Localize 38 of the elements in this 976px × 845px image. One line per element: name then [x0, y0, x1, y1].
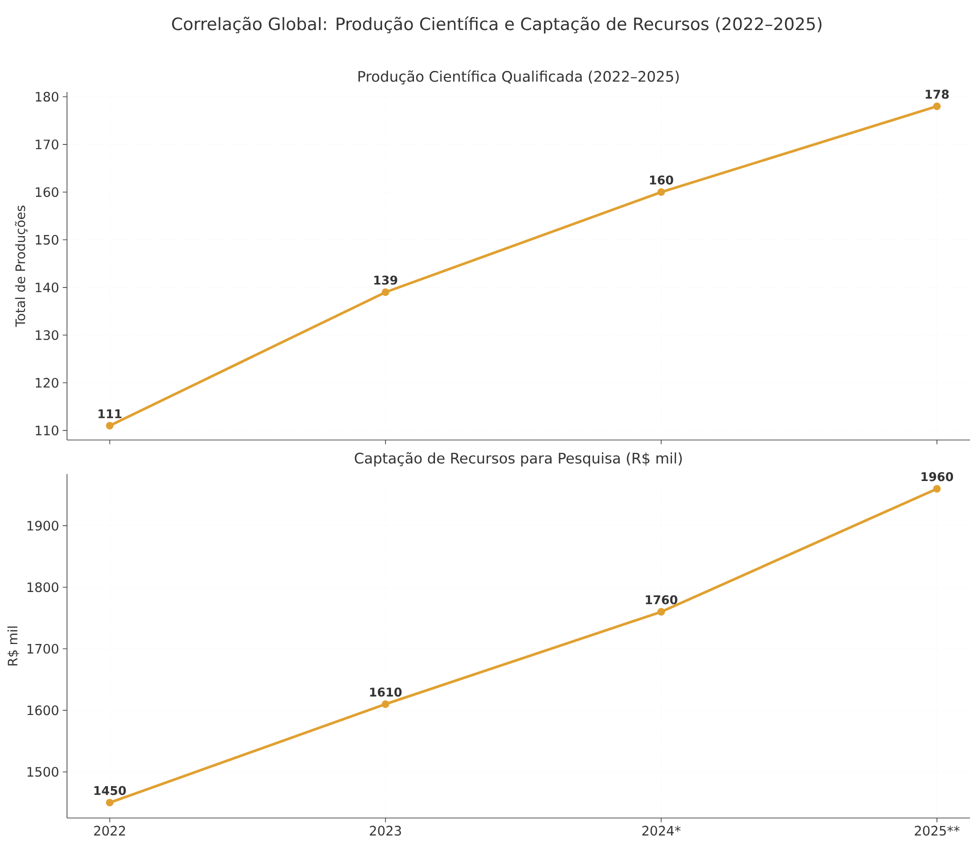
- data-label: 1450: [94, 786, 126, 796]
- data-label: 139: [374, 276, 398, 285]
- x-tick-label: 2024*: [642, 826, 681, 836]
- y-tick-label: 150: [36, 234, 58, 245]
- data-label: 178: [926, 90, 949, 99]
- data-label: 111: [98, 409, 122, 418]
- y-tick-label: 160: [36, 187, 58, 198]
- point: [933, 102, 941, 110]
- x-tick-label: 2025**: [914, 826, 960, 836]
- y-tick-label: 1600: [28, 705, 58, 716]
- point: [106, 422, 114, 430]
- y-tick-label: 180: [36, 92, 58, 102]
- y-tick-label: 170: [36, 140, 58, 150]
- point: [933, 484, 941, 493]
- y-axis-title: R$ mil: [7, 626, 20, 666]
- chart-title: Captação de Recursos para Pesquisa (R$ mil): [354, 452, 682, 466]
- y-tick-label: 130: [36, 330, 58, 340]
- y-tick-label: 1700: [28, 644, 58, 654]
- point: [106, 798, 114, 806]
- point: [382, 288, 390, 296]
- point: [382, 700, 390, 708]
- point: [657, 608, 665, 616]
- data-label: 1960: [922, 472, 954, 482]
- y-tick-label: 1500: [28, 766, 58, 777]
- data-label: 160: [650, 175, 674, 185]
- data-label: 1760: [646, 595, 678, 604]
- chart-title: Correlação Global: Produção Científica e Captação de Recursos (2022–2025): [172, 16, 822, 34]
- y-tick-label: 140: [36, 282, 58, 292]
- y-axis-title: Total de Produções: [14, 206, 28, 327]
- y-tick-label: 120: [36, 378, 58, 388]
- point: [657, 188, 665, 196]
- y-tick-label: 1800: [28, 582, 58, 592]
- x-tick-label: 2022: [94, 826, 125, 836]
- data-label: 1610: [370, 688, 402, 697]
- x-tick-label: 2023: [370, 826, 401, 836]
- chart-subtitle: Produção Científica Qualificada (2022–2025): [358, 70, 679, 84]
- y-tick-label: 1900: [28, 520, 58, 531]
- y-tick-label: 110: [36, 426, 58, 436]
